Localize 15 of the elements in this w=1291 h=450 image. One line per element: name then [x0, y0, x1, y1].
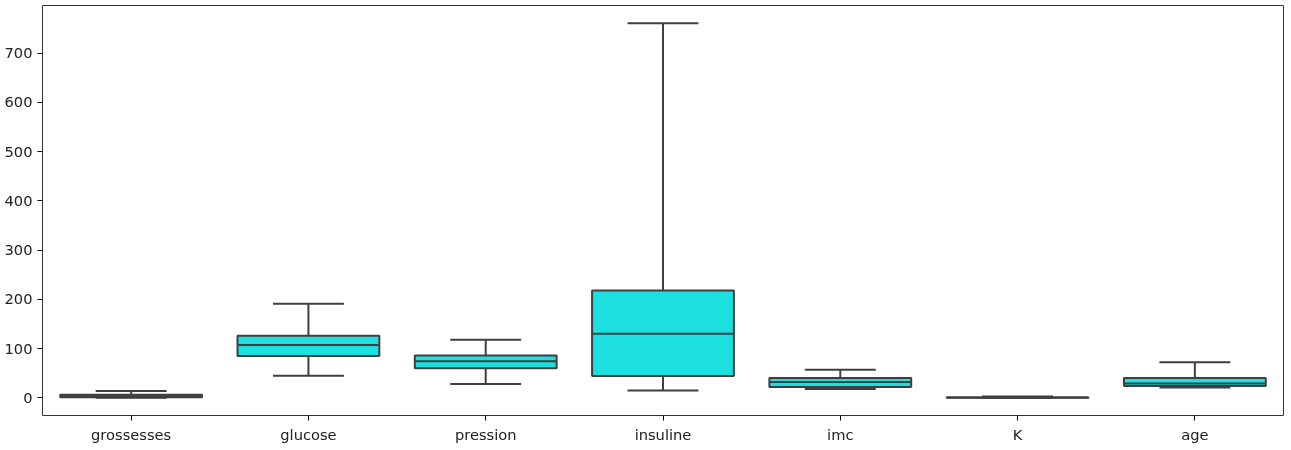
x-tick-label: age [1181, 425, 1209, 443]
y-tick-label: 300 [4, 241, 33, 259]
y-tick-label: 0 [23, 388, 33, 406]
x-tick-label: grossesses [91, 425, 172, 443]
y-tick-label: 600 [4, 93, 33, 111]
y-tick-label: 700 [4, 44, 33, 62]
x-tick-label: insuline [634, 425, 692, 443]
y-tick-label: 400 [4, 191, 33, 209]
x-tick-label: imc [827, 425, 854, 443]
y-tick-label: 200 [4, 290, 33, 308]
x-tick-label: glucose [280, 425, 337, 443]
y-tick-label: 500 [4, 142, 33, 160]
x-tick-label: K [1012, 425, 1023, 443]
x-tick-label: pression [454, 425, 517, 443]
y-tick-label: 100 [4, 339, 33, 357]
